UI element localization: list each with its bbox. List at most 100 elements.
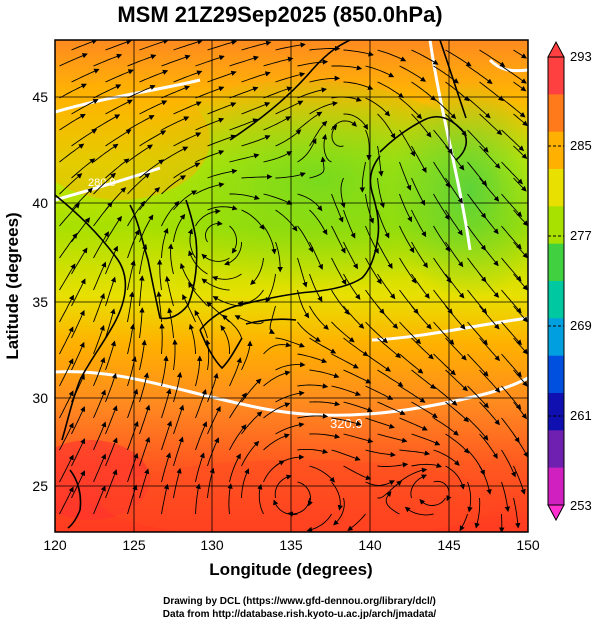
colorbar-label: 261 [570,408,592,423]
wind-streamline [331,385,361,397]
wind-streamline [445,49,472,67]
wind-streamline [139,275,145,307]
wind-streamline [241,135,271,147]
wind-streamline [479,273,500,298]
wind-streamline [433,193,450,221]
colorbar-segment [548,131,564,170]
wind-streamline [93,421,107,451]
wind-streamline [377,81,404,99]
wind-streamline [411,145,427,173]
wind-streamline [156,291,162,323]
wind-streamline [229,86,259,99]
wind-streamline [263,86,293,99]
wind-streamline [161,452,171,483]
wind-streamline [257,483,264,515]
wind-streamline [59,143,85,163]
wind-streamline [399,385,426,403]
wind-streamline [399,467,428,483]
wind-streamline [321,133,332,163]
wind-streamline [161,175,186,195]
wind-streamline [71,278,86,307]
contour-label-280: 280.0 [88,177,116,189]
wind-streamline [377,209,390,239]
wind-streamline [309,156,326,179]
wind-streamline [161,200,180,227]
wind-streamline [411,337,434,360]
wind-streamline [399,65,427,82]
wind-streamline [71,99,99,115]
wind-streamline [513,241,528,259]
wind-streamline [224,241,242,266]
credit-data: Data from http://database.rish.kyoto-u.a… [162,609,437,620]
wind-streamline [263,56,294,67]
wind-streamline [433,97,457,120]
wind-streamline [479,241,499,267]
wind-streamline [275,72,306,83]
wind-streamline [167,307,174,339]
contour-label-320: 320.0 [330,416,363,431]
wind-streamline [331,353,359,369]
wind-streamline [340,177,346,209]
wind-streamline [297,321,321,342]
wind-streamline [343,337,369,357]
wind-streamline [173,371,183,403]
wind-streamline [105,69,134,83]
wind-streamline [399,257,417,284]
colorbar-segment [548,430,564,469]
wind-streamline [93,324,105,355]
wind-streamline [241,174,273,180]
wind-streamline [513,113,528,127]
wind-streamline [501,129,525,152]
wind-streamline [411,433,441,446]
wind-streamline [399,449,431,456]
wind-streamline [127,229,140,259]
wind-streamline [445,433,470,454]
wind-streamline [399,97,423,120]
colorbar-segment [548,206,564,245]
wind-streamline [59,390,74,419]
x-tick-label: 140 [358,537,382,553]
wind-streamline [365,321,388,344]
wind-streamline [93,261,107,291]
x-tick-label: 130 [200,537,224,553]
wind-streamline [377,305,399,329]
wind-streamline [377,113,396,140]
wind-streamline [139,69,169,83]
wind-streamline [501,225,522,250]
wind-streamline [343,273,361,300]
wind-streamline [71,406,86,435]
wind-streamline [501,257,522,282]
wind-streamline [513,145,528,160]
wind-streamline [127,291,135,323]
wind-streamline [411,49,439,65]
wind-streamline [411,209,427,238]
x-axis-label: Longitude (degrees) [209,560,372,579]
credit-drawing: Drawing by DCL (https://www.gfd-dennou.o… [163,596,436,607]
wind-streamline [433,353,456,376]
wind-streamline [331,65,363,71]
wind-streamline [207,372,219,403]
wind-streamline [139,468,150,499]
wind-streamline [377,433,408,443]
wind-streamline [331,225,346,254]
wind-streamline [205,220,223,243]
wind-streamline [479,337,501,362]
wind-streamline [309,209,328,236]
wind-streamline [377,401,406,415]
wind-streamline [501,289,522,314]
colorbar-segment [548,393,564,431]
y-axis-label: Latitude (degrees) [3,212,22,359]
wind-streamline [474,497,481,529]
wind-streamline [229,153,260,163]
wind-streamline [127,484,138,515]
wind-streamline [59,202,80,227]
wind-streamline [333,497,345,526]
wind-streamline [93,172,116,195]
wind-streamline [105,405,118,435]
wind-streamline [93,114,121,131]
wind-streamline [241,40,272,51]
wind-streamline [212,273,242,282]
wind-streamline [513,49,527,59]
wind-streamline [445,273,465,299]
wind-streamline [410,474,428,499]
